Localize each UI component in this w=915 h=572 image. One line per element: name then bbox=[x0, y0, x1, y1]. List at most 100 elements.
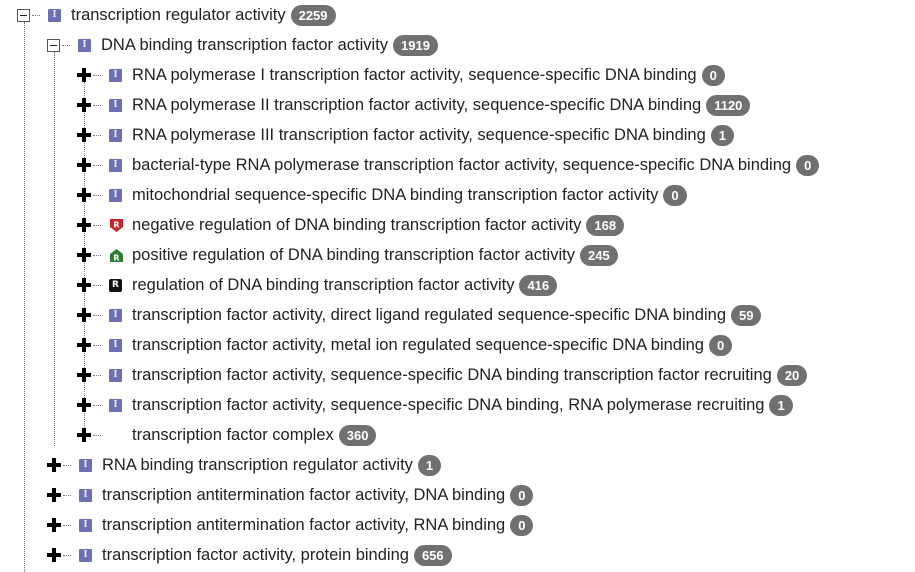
tree-connector bbox=[93, 134, 101, 136]
info-icon: I bbox=[109, 188, 122, 202]
info-icon: I bbox=[109, 398, 122, 412]
tree-connector bbox=[93, 104, 101, 106]
node-label[interactable]: transcription factor activity, protein b… bbox=[102, 545, 409, 564]
tree-connector bbox=[93, 404, 101, 406]
count-badge: 168 bbox=[586, 214, 625, 236]
tree-connector bbox=[93, 254, 101, 256]
node-label[interactable]: transcription factor activity, direct li… bbox=[132, 305, 726, 324]
expand-toggle-icon[interactable] bbox=[77, 128, 91, 142]
expand-toggle-icon[interactable] bbox=[77, 278, 91, 292]
tree-connector bbox=[63, 524, 71, 526]
node-label[interactable]: bacterial-type RNA polymerase transcript… bbox=[132, 155, 792, 174]
expand-toggle-icon[interactable] bbox=[77, 428, 91, 442]
count-badge: 0 bbox=[796, 154, 820, 176]
tree-connector bbox=[63, 494, 71, 496]
count-badge: 20 bbox=[776, 364, 808, 386]
expand-toggle-icon[interactable] bbox=[77, 68, 91, 82]
node-label[interactable]: negative regulation of DNA binding trans… bbox=[132, 215, 582, 234]
tree-connector bbox=[32, 14, 40, 16]
node-label[interactable]: transcription factor activity, sequence-… bbox=[132, 395, 765, 414]
expand-toggle-icon[interactable] bbox=[77, 158, 91, 172]
expand-toggle-icon[interactable] bbox=[77, 98, 91, 112]
count-badge: 416 bbox=[519, 274, 558, 296]
info-icon: I bbox=[109, 338, 122, 352]
expand-toggle-icon[interactable] bbox=[77, 368, 91, 382]
info-icon: I bbox=[78, 38, 91, 52]
count-badge: 1120 bbox=[706, 94, 751, 116]
tree-node: I RNA binding transcription regulator act… bbox=[47, 453, 442, 477]
regulation-icon: R bbox=[109, 278, 122, 292]
tree-connector bbox=[93, 224, 101, 226]
node-label[interactable]: RNA polymerase II transcription factor a… bbox=[132, 95, 702, 114]
node-label[interactable]: transcription antitermination factor act… bbox=[102, 485, 506, 504]
count-badge: 0 bbox=[708, 334, 733, 356]
tree-connector bbox=[93, 284, 101, 286]
info-icon: I bbox=[109, 368, 122, 382]
node-label[interactable]: transcription factor activity, metal ion… bbox=[132, 335, 704, 354]
node-label[interactable]: positive regulation of DNA binding trans… bbox=[132, 245, 575, 264]
expand-toggle-icon[interactable] bbox=[77, 338, 91, 352]
tree-connector bbox=[93, 74, 101, 76]
count-badge: 1 bbox=[710, 124, 735, 146]
info-icon: I bbox=[109, 68, 122, 82]
expand-toggle-icon[interactable] bbox=[47, 518, 61, 532]
tree-node: I RNA polymerase III transcription factor… bbox=[77, 123, 735, 147]
count-badge: 0 bbox=[510, 514, 534, 536]
collapse-toggle-icon[interactable] bbox=[17, 8, 30, 22]
count-badge: 360 bbox=[338, 424, 377, 446]
tree-connector bbox=[63, 464, 71, 466]
tree-node-root: I transcription regulator activity 2259 bbox=[17, 3, 336, 27]
node-label[interactable]: RNA polymerase I transcription factor ac… bbox=[132, 65, 697, 84]
node-label[interactable]: RNA polymerase III transcription factor … bbox=[132, 125, 706, 144]
expand-toggle-icon[interactable] bbox=[77, 398, 91, 412]
info-icon: I bbox=[109, 128, 122, 142]
expand-toggle-icon[interactable] bbox=[77, 188, 91, 202]
tree-connector bbox=[63, 554, 71, 556]
expand-toggle-icon[interactable] bbox=[77, 218, 91, 232]
expand-toggle-icon[interactable] bbox=[47, 548, 61, 562]
expand-toggle-icon[interactable] bbox=[47, 488, 61, 502]
tree-node: I RNA polymerase I transcription factor a… bbox=[77, 63, 725, 87]
negative-regulation-icon: R bbox=[109, 218, 124, 232]
info-icon: I bbox=[109, 158, 122, 172]
count-badge: 1919 bbox=[393, 34, 438, 56]
no-icon bbox=[109, 429, 122, 442]
node-label[interactable]: mitochondrial sequence-specific DNA bind… bbox=[132, 185, 659, 204]
count-badge: 0 bbox=[701, 64, 725, 86]
count-badge: 656 bbox=[413, 544, 452, 566]
node-label[interactable]: transcription antitermination factor act… bbox=[102, 515, 506, 534]
collapse-toggle-icon[interactable] bbox=[47, 38, 60, 52]
node-label[interactable]: transcription regulator activity bbox=[71, 5, 286, 24]
info-icon: I bbox=[79, 518, 92, 532]
tree-connector bbox=[93, 374, 101, 376]
expand-toggle-icon[interactable] bbox=[47, 458, 61, 472]
count-badge: 0 bbox=[510, 484, 534, 506]
node-label[interactable]: RNA binding transcription regulator acti… bbox=[102, 455, 413, 474]
tree-connector bbox=[93, 194, 101, 196]
node-label[interactable]: transcription factor complex bbox=[132, 425, 334, 444]
tree-guide-line-child bbox=[54, 52, 55, 446]
tree-connector bbox=[93, 434, 101, 436]
node-label[interactable]: transcription factor activity, sequence-… bbox=[132, 365, 772, 384]
node-label[interactable]: regulation of DNA binding transcription … bbox=[132, 275, 515, 294]
expand-toggle-icon[interactable] bbox=[77, 308, 91, 322]
count-badge: 1 bbox=[769, 394, 793, 416]
count-badge: 245 bbox=[579, 244, 618, 266]
node-label[interactable]: DNA binding transcription factor activit… bbox=[101, 35, 389, 54]
tree-guide-line-root bbox=[24, 22, 25, 572]
info-icon: I bbox=[109, 308, 122, 322]
expand-toggle-icon[interactable] bbox=[77, 248, 91, 262]
info-icon: I bbox=[79, 488, 92, 502]
